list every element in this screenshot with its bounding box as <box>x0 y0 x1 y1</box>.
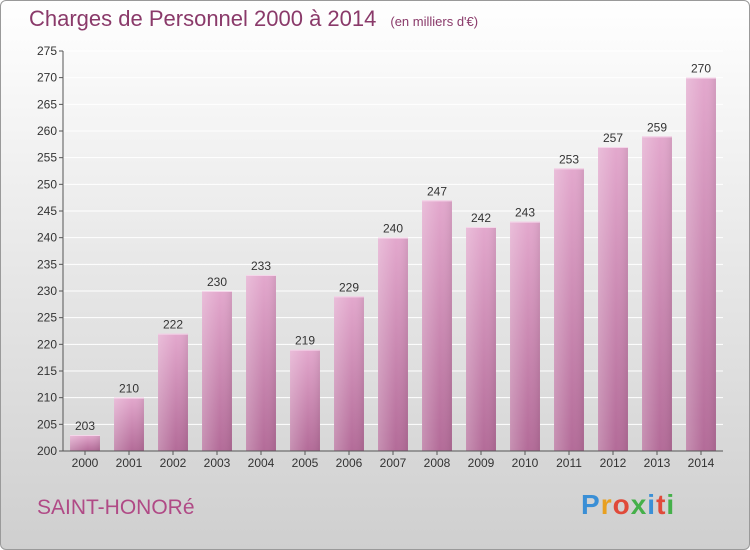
bar-value-label: 257 <box>603 131 623 145</box>
x-tick-label: 2004 <box>248 456 275 470</box>
y-tick-label: 245 <box>37 204 57 218</box>
axes: 200 205 210 215 220 225 230 235 240 245 250 255 260 2… <box>37 44 723 470</box>
y-tick-label: 205 <box>37 417 57 431</box>
chart-title-text: Charges de Personnel 2000 à 2014 <box>29 6 377 31</box>
bar-shade <box>554 168 584 452</box>
bar-shade <box>378 237 408 451</box>
chart-subtitle: (en milliers d'€) <box>390 14 479 29</box>
x-tick-label: 2013 <box>644 456 671 470</box>
x-tick-label: 2009 <box>468 456 495 470</box>
bar-shade <box>246 275 276 451</box>
bar-shade <box>686 77 716 452</box>
x-tick-label: 2008 <box>424 456 451 470</box>
bar-value-label: 203 <box>75 419 95 433</box>
y-tick-label: 225 <box>37 311 57 325</box>
bars: 203 210 222 230 233 219 229 240 247 242 243 253 257 2… <box>70 62 716 452</box>
bar-value-label: 240 <box>383 222 403 236</box>
x-tick-label: 2010 <box>512 456 539 470</box>
y-tick-label: 235 <box>37 257 57 271</box>
x-tick-label: 2012 <box>600 456 627 470</box>
bar-shade <box>466 227 496 451</box>
y-tick-label: 270 <box>37 71 57 85</box>
logo-letter: P <box>581 489 601 520</box>
logo-letter: i <box>647 489 657 520</box>
y-tick-label: 210 <box>37 391 57 405</box>
bar-value-label: 230 <box>207 275 227 289</box>
bar-value-label: 259 <box>647 120 667 134</box>
bar-value-label: 229 <box>339 280 359 294</box>
proxiti-logo: Proxiti <box>581 489 675 521</box>
y-tick-label: 275 <box>37 44 57 58</box>
commune-name: SAINT-HONORé <box>37 496 195 519</box>
bar-value-label: 243 <box>515 206 535 220</box>
y-tick-label: 215 <box>37 364 57 378</box>
x-tick-label: 2000 <box>72 456 99 470</box>
chart-title: Charges de Personnel 2000 à 2014 (en mill… <box>29 6 478 32</box>
y-tick-label: 200 <box>37 444 57 458</box>
y-tick-label: 265 <box>37 97 57 111</box>
logo-letter: r <box>600 489 613 520</box>
bar-value-label: 219 <box>295 334 315 348</box>
y-tick-label: 260 <box>37 124 57 138</box>
bar-shade <box>510 221 540 451</box>
bar-shade <box>334 296 364 451</box>
bar-shade <box>422 200 452 451</box>
logo-letter: x <box>630 489 648 520</box>
bar-value-label: 210 <box>119 382 139 396</box>
bar-shade <box>70 435 100 451</box>
bar-shade <box>202 291 232 451</box>
bar-shade <box>114 397 144 451</box>
y-tick-label: 240 <box>37 231 57 245</box>
bar-value-label: 270 <box>691 62 711 76</box>
x-tick-label: 2014 <box>688 456 715 470</box>
bar-value-label: 233 <box>251 259 271 273</box>
y-tick-label: 255 <box>37 151 57 165</box>
bar-shade <box>642 136 672 452</box>
y-tick-label: 250 <box>37 177 57 191</box>
bar-value-label: 222 <box>163 318 183 332</box>
y-tick-label: 230 <box>37 284 57 298</box>
x-tick-label: 2005 <box>292 456 319 470</box>
logo-letter: i <box>666 489 676 520</box>
x-tick-label: 2003 <box>204 456 231 470</box>
bar-shade <box>598 147 628 451</box>
bar-value-label: 247 <box>427 184 447 198</box>
bar-value-label: 242 <box>471 211 491 225</box>
logo-letter: t <box>656 489 667 520</box>
logo-letter: o <box>612 489 631 520</box>
x-tick-label: 2007 <box>380 456 407 470</box>
x-tick-label: 2001 <box>116 456 143 470</box>
bar-shade <box>158 333 188 451</box>
bar-value-label: 253 <box>559 152 579 166</box>
x-tick-label: 2002 <box>160 456 187 470</box>
bar-shade <box>290 349 320 451</box>
x-tick-label: 2006 <box>336 456 363 470</box>
x-tick-label: 2011 <box>556 456 582 470</box>
y-tick-label: 220 <box>37 337 57 351</box>
